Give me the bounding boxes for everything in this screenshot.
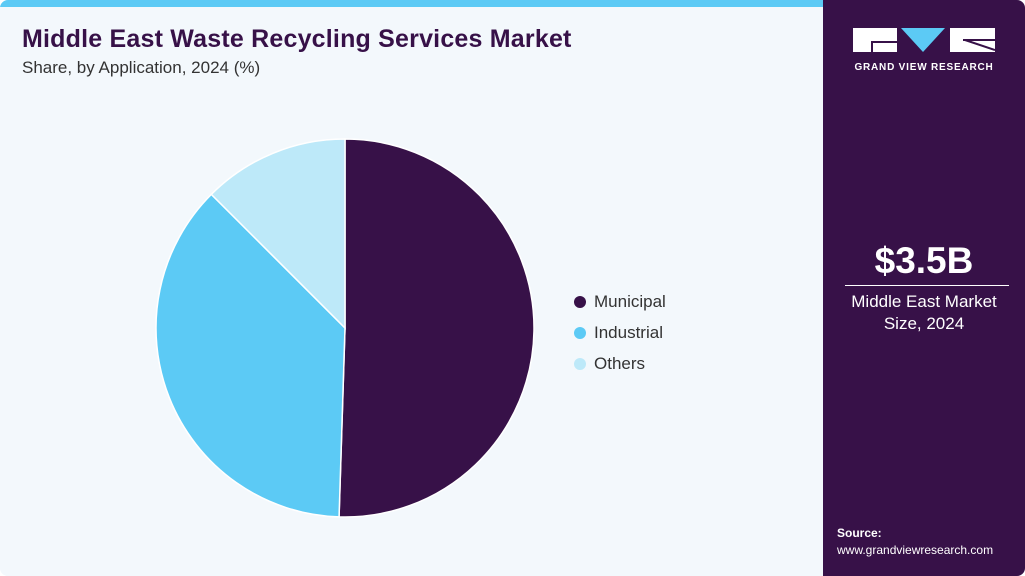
brand-name: GRAND VIEW RESEARCH xyxy=(854,62,994,73)
legend-swatch xyxy=(574,357,586,370)
legend-item-municipal: Municipal xyxy=(574,286,666,317)
legend-item-industrial: Industrial xyxy=(574,317,666,348)
gvr-logo-icon xyxy=(853,28,995,52)
pie-slice-industrial xyxy=(155,193,346,518)
source-link[interactable]: www.grandviewresearch.com xyxy=(837,543,994,557)
divider xyxy=(845,285,1009,286)
pie-slice-municipal xyxy=(338,138,535,518)
legend-item-others: Others xyxy=(574,348,666,379)
legend-label: Others xyxy=(594,353,646,373)
market-size-label: Middle East Market Size, 2024 xyxy=(823,291,1025,335)
market-size-label-line1: Middle East Market xyxy=(851,292,997,311)
pie-chart xyxy=(155,138,535,518)
chart-title: Middle East Waste Recycling Services Mar… xyxy=(22,25,572,53)
legend-label: Municipal xyxy=(594,291,666,311)
legend-swatch xyxy=(574,326,586,339)
sidebar: GRAND VIEW RESEARCH $3.5B Middle East Ma… xyxy=(823,0,1025,576)
market-size-value: $3.5B xyxy=(874,240,974,281)
accent-bar xyxy=(0,0,823,7)
source-heading: Source: xyxy=(837,526,882,540)
pie-slice-others xyxy=(210,138,346,330)
legend-swatch xyxy=(574,295,586,308)
legend-label: Industrial xyxy=(594,322,663,342)
market-size-label-line2: Size, 2024 xyxy=(883,314,965,333)
legend: Municipal Industrial Others xyxy=(574,286,666,379)
chart-subtitle: Share, by Application, 2024 (%) xyxy=(22,58,261,77)
